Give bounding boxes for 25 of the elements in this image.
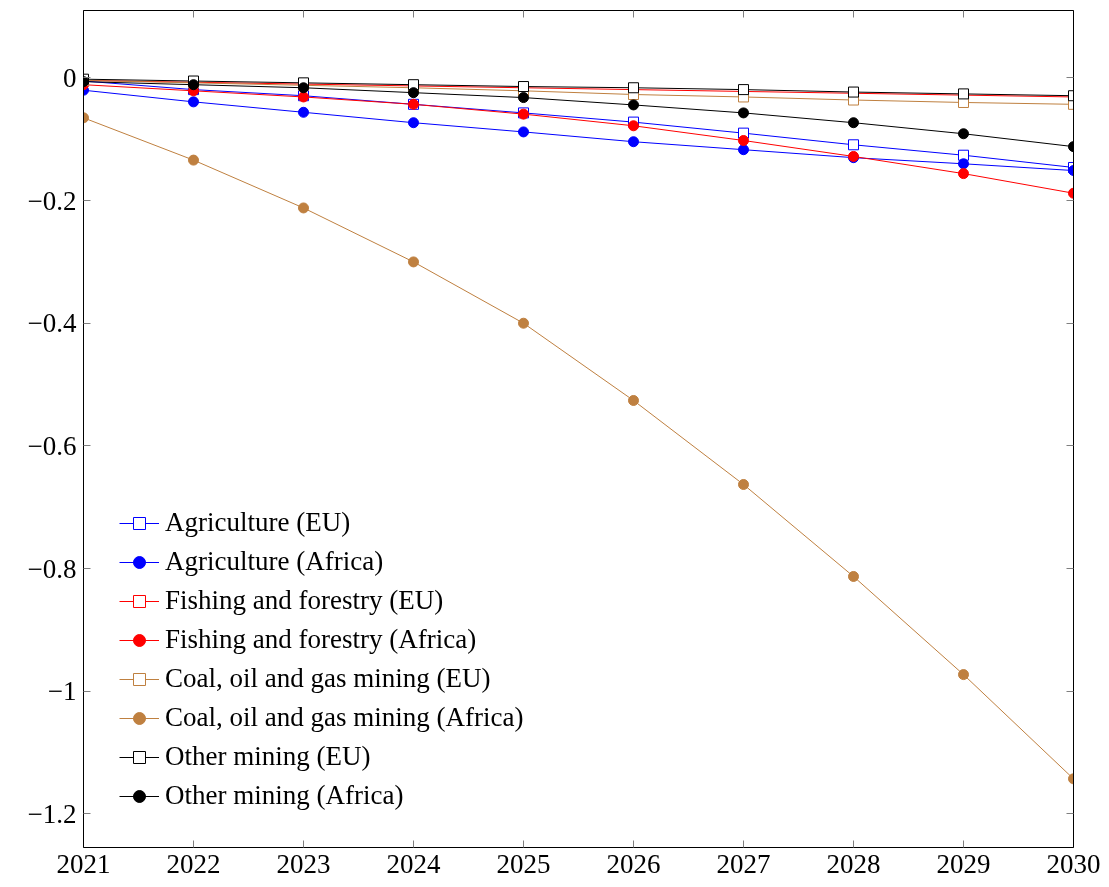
y-tick-label: −1.2 [27,798,77,829]
legend-label: Coal, oil and gas mining (EU) [165,663,491,694]
x-tick-label: 2027 [716,848,771,879]
x-tick-label: 2023 [276,848,331,879]
y-tick-label: 0 [63,62,77,93]
y-tick-label: −1 [47,676,77,707]
y-tick-label: −0.2 [27,185,77,216]
legend-label: Agriculture (Africa) [165,546,384,577]
x-tick-label: 2029 [936,848,991,879]
x-tick-label: 2021 [56,848,111,879]
legend-label: Agriculture (EU) [165,507,351,538]
legend-label: Other mining (EU) [165,741,371,772]
x-tick-label: 2024 [386,848,441,879]
x-tick-label: 2028 [826,848,881,879]
y-tick-label: −0.8 [27,553,77,584]
x-tick-label: 2022 [166,848,221,879]
legend-label: Coal, oil and gas mining (Africa) [165,702,524,733]
legend-label: Other mining (Africa) [165,780,404,811]
x-tick-label: 2030 [1046,848,1101,879]
y-tick-label: −0.4 [27,308,77,339]
x-tick-label: 2025 [496,848,551,879]
y-tick-label: −0.6 [27,430,77,461]
legend-label: Fishing and forestry (Africa) [165,624,477,655]
x-tick-label: 2026 [606,848,661,879]
legend-label: Fishing and forestry (EU) [165,585,444,616]
